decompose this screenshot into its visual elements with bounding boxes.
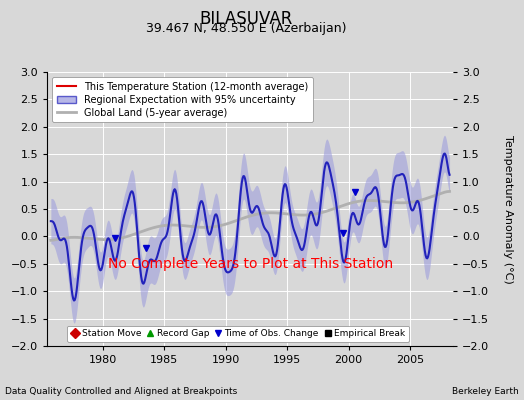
Text: No Complete Years to Plot at This Station: No Complete Years to Plot at This Statio…	[107, 257, 393, 271]
Text: BILASUVAR: BILASUVAR	[200, 10, 293, 28]
Text: 39.467 N, 48.550 E (Azerbaijan): 39.467 N, 48.550 E (Azerbaijan)	[146, 22, 346, 35]
Y-axis label: Temperature Anomaly (°C): Temperature Anomaly (°C)	[503, 135, 514, 283]
Text: Berkeley Earth: Berkeley Earth	[452, 387, 519, 396]
Legend: Station Move, Record Gap, Time of Obs. Change, Empirical Break: Station Move, Record Gap, Time of Obs. C…	[67, 326, 409, 342]
Text: Data Quality Controlled and Aligned at Breakpoints: Data Quality Controlled and Aligned at B…	[5, 387, 237, 396]
